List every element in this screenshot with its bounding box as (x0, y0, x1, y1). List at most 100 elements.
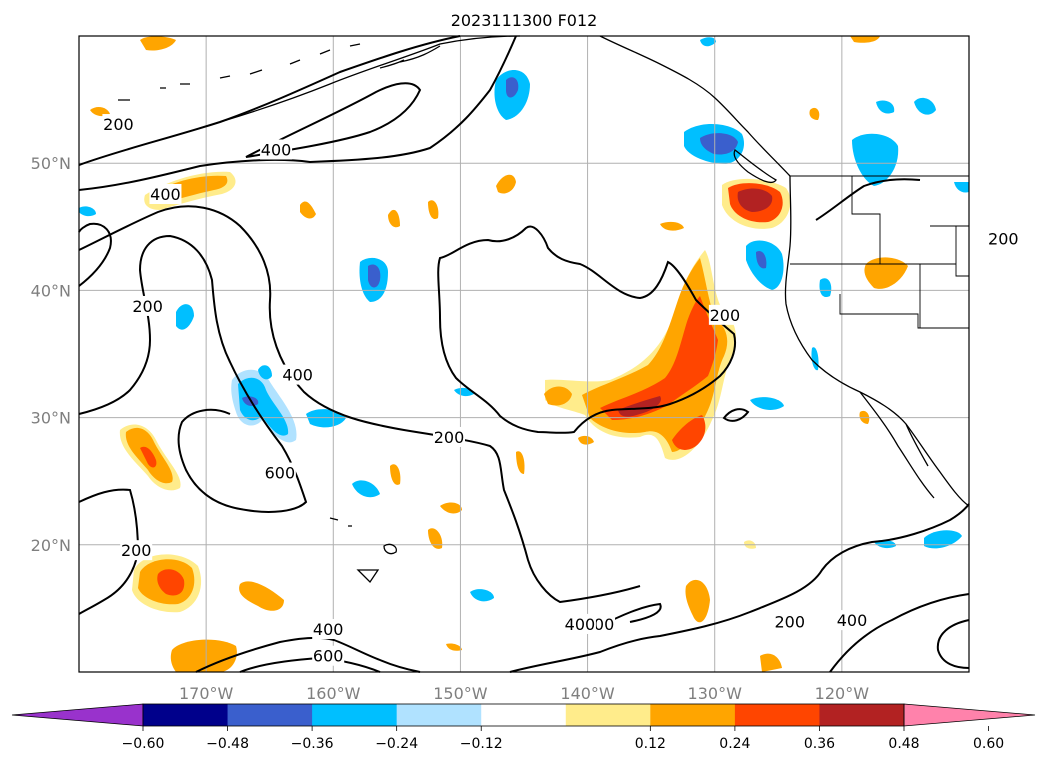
alaska-coastline (219, 35, 521, 123)
contour-line (245, 82, 422, 158)
contour-line (509, 503, 970, 673)
negative-anomaly-region (876, 100, 895, 114)
contour-labels: 200 400 400 200 400 600 200 200 200 200 400 400 400 6… (102, 114, 1020, 666)
contour-label: 400 (261, 140, 292, 159)
contour-label: 200 (121, 541, 152, 560)
contour-line (829, 593, 970, 673)
colorbar-label: −0.36 (291, 736, 334, 752)
bc-coastline (599, 35, 791, 177)
colorbar-bin (565, 704, 651, 726)
negative-anomaly-region (954, 182, 969, 193)
contour-label-bg (102, 114, 135, 135)
contour-label-bg (120, 540, 153, 561)
coastlines (118, 35, 970, 584)
positive-anomaly-region (600, 296, 718, 420)
positive-anomaly-region (239, 581, 284, 611)
negative-anomaly-region (914, 97, 936, 115)
contour-label: 400 (313, 620, 344, 639)
colorbar-label: 0.60 (973, 736, 1004, 752)
colorbar-label: −0.48 (206, 736, 249, 752)
lon-tick-label: 130°W (688, 684, 743, 703)
contour-label: 400 (837, 611, 868, 630)
chart-title: 2023111300 F012 (451, 11, 598, 30)
colorbar-bin (396, 704, 482, 726)
negative-anomaly-region (750, 397, 784, 410)
lat-tick-label: 20°N (31, 536, 71, 555)
negative-anomaly-region (506, 77, 519, 98)
aleutian-islands (118, 43, 361, 101)
lon-tick-label: 120°W (815, 684, 870, 703)
lon-tick-label: 140°W (560, 684, 615, 703)
positive-anomaly-region (140, 446, 157, 468)
positive-anomaly-region (300, 201, 316, 219)
colorbar-label: −0.12 (460, 736, 503, 752)
colorbar-label: 0.48 (888, 736, 919, 752)
negative-anomaly-region (700, 133, 738, 155)
positive-anomaly-region (428, 200, 439, 220)
negative-anomaly-region (258, 365, 272, 380)
map-panel: 200 400 400 200 400 600 200 200 200 200 400 400 400 6… (78, 35, 1020, 673)
positive-anomaly-region (140, 36, 176, 51)
contour-line (78, 222, 112, 287)
positive-anomaly-region (388, 209, 400, 228)
contour-label: 200 (988, 230, 1019, 249)
colorbar-bin (143, 704, 229, 726)
negative-anomaly-region (924, 530, 962, 549)
colorbar-extend-max (903, 703, 1036, 727)
contour-label-bg (773, 611, 806, 632)
contour-label-bg (263, 462, 296, 483)
positive-anomaly-region (90, 107, 110, 117)
positive-anomaly-region (516, 451, 525, 474)
positive-anomaly-region (578, 435, 594, 445)
map-frame (78, 35, 970, 673)
contour-label: 400 (282, 366, 313, 385)
lat-tick-label: 40°N (31, 281, 71, 300)
negative-anomaly-region (306, 409, 346, 428)
lon-tick-label: 160°W (306, 684, 361, 703)
latitude-ticks: 50°N 40°N 30°N 20°N (31, 154, 71, 555)
positive-anomaly-region (672, 415, 706, 450)
contour-line (78, 234, 308, 513)
contour-line (722, 408, 750, 422)
contour-lines (78, 35, 970, 673)
contour-label-bg (563, 613, 596, 634)
shaded-fields (79, 36, 969, 672)
contour-label-bg (708, 304, 741, 325)
contour-label-bg (312, 619, 345, 640)
contour-line (815, 178, 921, 221)
longitude-ticks: 170°W 160°W 150°W 140°W 130°W 120°W (179, 684, 869, 703)
positive-anomaly-region (864, 257, 908, 289)
state-borders (790, 176, 969, 329)
negative-anomaly-region (79, 206, 96, 217)
colorbar-extend-min (11, 703, 144, 727)
positive-anomaly-region (428, 528, 443, 549)
colorbar-bin (819, 704, 905, 726)
colorbar-label: −0.60 (122, 736, 165, 752)
negative-anomaly-region (756, 250, 767, 269)
negative-anomaly-region (238, 377, 289, 436)
positive-anomaly-region (446, 643, 462, 651)
contour-label-bg (312, 645, 345, 666)
negative-anomaly-region (352, 480, 380, 498)
contour-line (78, 205, 641, 604)
lat-tick-label: 50°N (31, 154, 71, 173)
colorbar-label: 0.12 (635, 736, 666, 752)
contour-line (599, 602, 662, 627)
positive-anomaly-region (390, 464, 401, 485)
lon-tick-label: 150°W (433, 684, 488, 703)
contour-label: 200 (132, 297, 163, 316)
contour-line (78, 35, 517, 191)
colorbar-label: 0.24 (719, 736, 750, 752)
negative-anomaly-region (700, 37, 716, 47)
colorbar-bin (734, 704, 820, 726)
positive-anomaly-region (544, 386, 572, 406)
colorbar-bin (227, 704, 313, 726)
contour-label: 600 (265, 464, 296, 483)
gridlines (79, 36, 969, 672)
contour-line (195, 636, 421, 673)
lon-tick-label: 170°W (179, 684, 234, 703)
contour-label-bg (432, 426, 465, 447)
map-background (79, 36, 969, 672)
contour-label-bg (149, 184, 182, 204)
